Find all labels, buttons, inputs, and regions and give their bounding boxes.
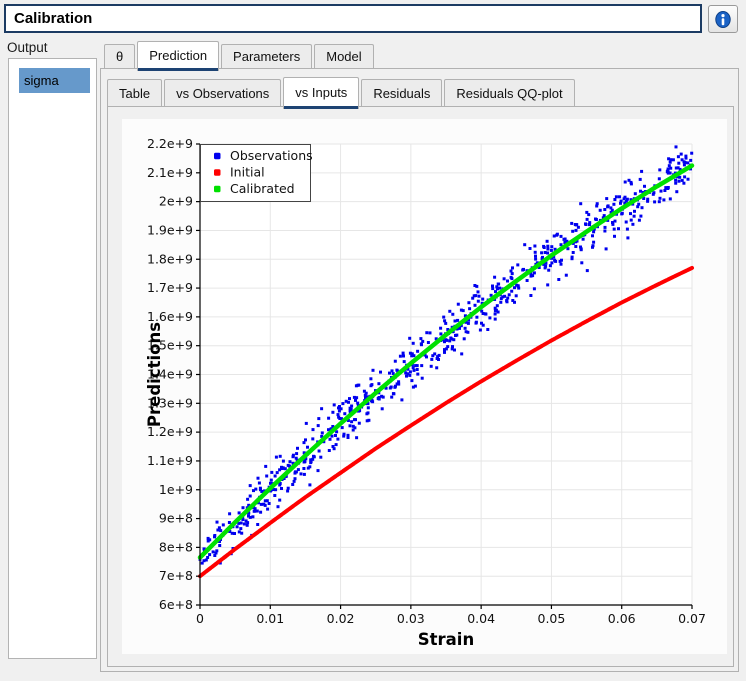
y-tick-label: 1.7e+9 <box>147 280 193 295</box>
prediction-page: Tablevs Observationsvs InputsResidualsRe… <box>100 68 739 672</box>
y-tick-label: 1.8e+9 <box>147 251 193 266</box>
y-tick-label: 9e+8 <box>159 511 193 526</box>
main-tab-bar: θPredictionParametersModel <box>104 41 376 68</box>
x-tick-label: 0.05 <box>538 611 566 626</box>
info-icon <box>714 10 732 29</box>
x-tick-label: 0 <box>196 611 204 626</box>
x-tick-label: 0.01 <box>256 611 284 626</box>
output-panel-label: Output <box>7 40 48 55</box>
y-tick-label: 1.6e+9 <box>147 309 193 324</box>
y-axis-label: Predictions <box>145 322 164 427</box>
calibration-window: Output sigma θPredictionParametersModel … <box>0 0 746 681</box>
x-tick-label: 0.04 <box>467 611 495 626</box>
x-tick-label: 0.07 <box>678 611 706 626</box>
legend-label-calibrated: Calibrated <box>230 181 295 196</box>
info-button[interactable] <box>708 5 738 33</box>
y-tick-label: 2.2e+9 <box>147 136 193 151</box>
tab-theta[interactable]: θ <box>104 44 135 68</box>
vs-inputs-page: 0 0.01 0.02 0.03 0.04 0.05 0.06 0.07 6e+8 7e+8 8e+… <box>107 106 734 667</box>
predictions-vs-inputs-chart: 0 0.01 0.02 0.03 0.04 0.05 0.06 0.07 6e+8 7e+8 8e+… <box>122 119 727 654</box>
legend-marker-initial <box>214 169 221 176</box>
x-tick-label: 0.03 <box>397 611 425 626</box>
y-tick-label: 6e+8 <box>159 597 193 612</box>
y-tick-label: 7e+8 <box>159 568 193 583</box>
y-tick-label: 2e+9 <box>159 194 193 209</box>
output-list[interactable]: sigma <box>8 58 97 659</box>
calibration-title-input[interactable] <box>4 4 702 33</box>
chart-panel: 0 0.01 0.02 0.03 0.04 0.05 0.06 0.07 6e+8 7e+8 8e+… <box>122 119 727 654</box>
legend-marker-observations <box>214 153 221 160</box>
tab-model[interactable]: Model <box>314 44 373 68</box>
legend-label-initial: Initial <box>230 165 265 180</box>
tab-prediction[interactable]: Prediction <box>137 41 219 71</box>
y-tick-label: 1e+9 <box>159 482 193 497</box>
y-tick-label: 8e+8 <box>159 539 193 554</box>
subtab-vs-observations[interactable]: vs Observations <box>164 79 281 106</box>
y-tick-label: 2.1e+9 <box>147 165 193 180</box>
tab-parameters[interactable]: Parameters <box>221 44 312 68</box>
y-tick-label: 1.9e+9 <box>147 222 193 237</box>
y-tick-label: 1.1e+9 <box>147 453 193 468</box>
x-tick-label: 0.02 <box>327 611 355 626</box>
output-list-item-sigma[interactable]: sigma <box>19 68 90 93</box>
subtab-residuals-qq-plot[interactable]: Residuals QQ-plot <box>444 79 574 106</box>
subtab-vs-inputs[interactable]: vs Inputs <box>283 77 359 109</box>
legend-marker-calibrated <box>214 186 221 193</box>
legend-label-observations: Observations <box>230 148 313 163</box>
x-tick-label: 0.06 <box>608 611 636 626</box>
subtab-table[interactable]: Table <box>107 79 162 106</box>
legend: Observations InitialCalibrated <box>201 145 313 202</box>
subtab-residuals[interactable]: Residuals <box>361 79 442 106</box>
prediction-tab-bar: Tablevs Observationsvs InputsResidualsRe… <box>107 77 577 106</box>
x-axis-label: Strain <box>418 630 474 649</box>
